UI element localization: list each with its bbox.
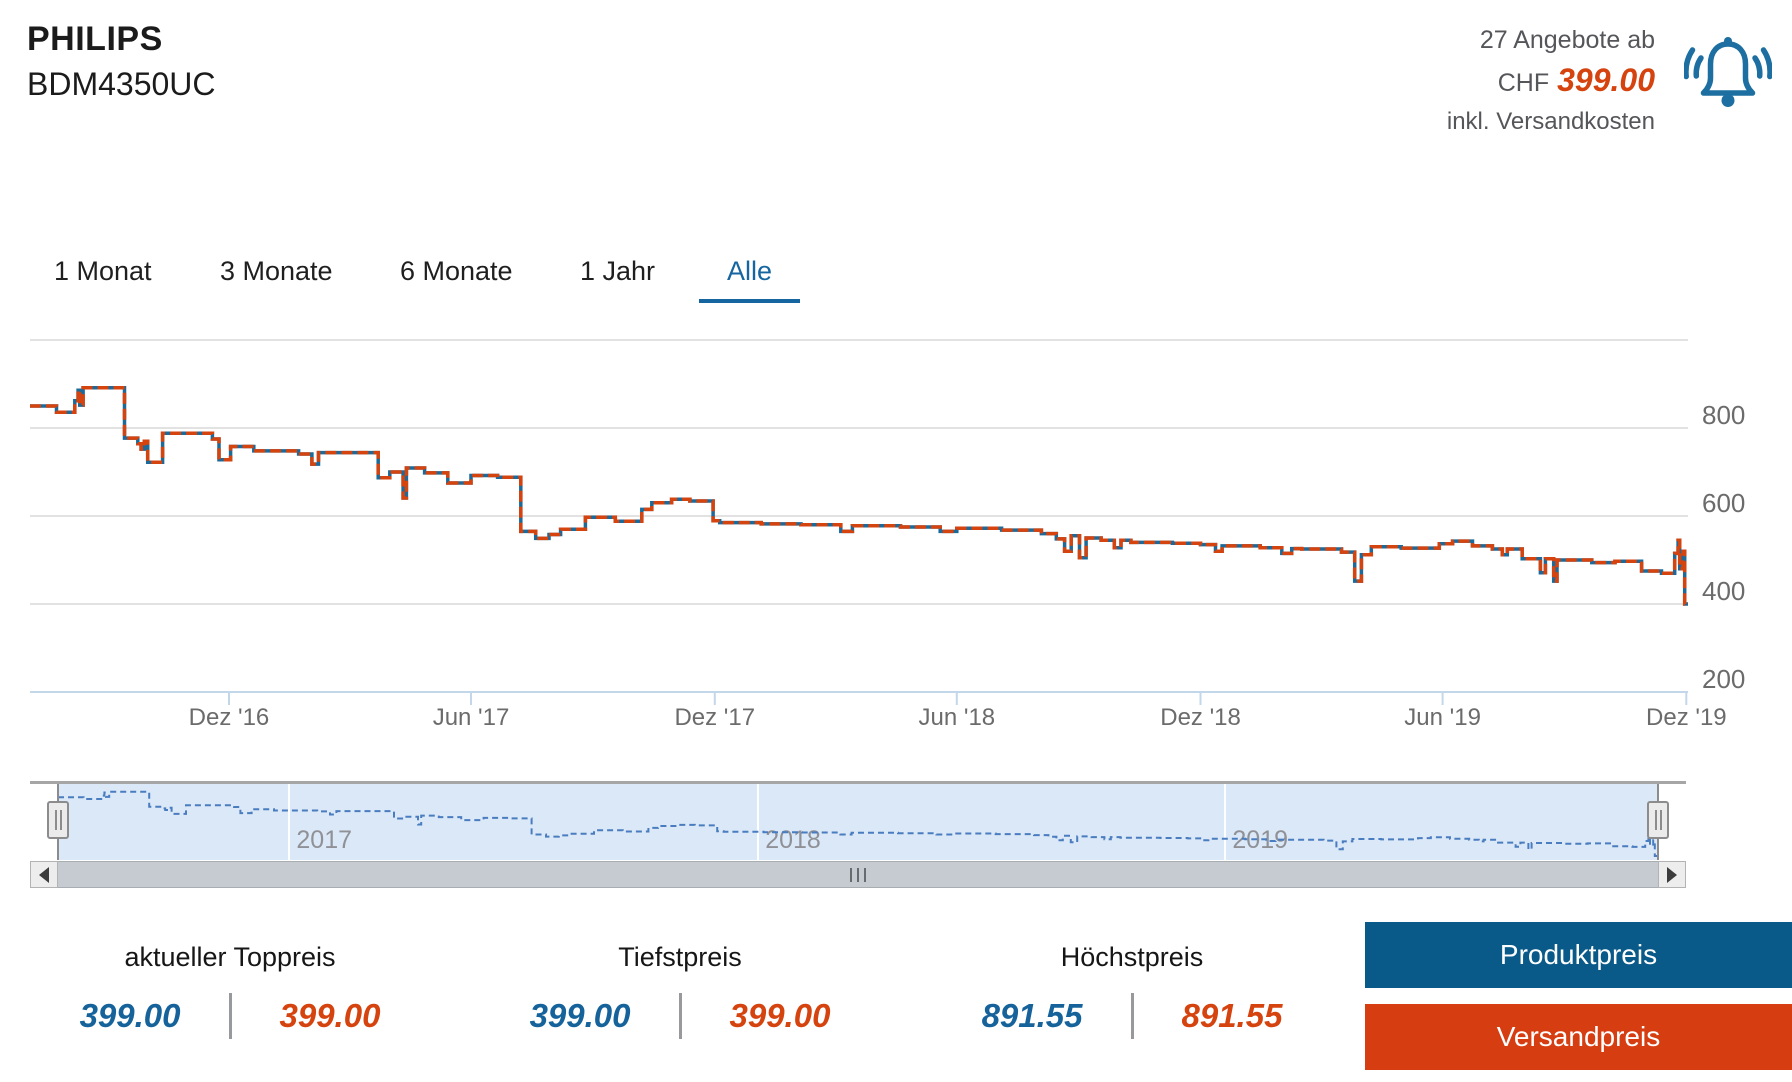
price-alert-bell-icon[interactable] [1684, 32, 1772, 112]
grip-lines-icon [850, 867, 852, 882]
currency-label: CHF [1497, 69, 1550, 97]
x-axis-label: Jun '17 [432, 704, 510, 731]
price-history-chart[interactable] [30, 296, 1688, 708]
product-price-button[interactable]: Produktpreis [1365, 922, 1792, 988]
tab-1-jahr[interactable]: 1 Jahr [580, 256, 656, 286]
stat-lowest-price: Tiefstpreis 399.00 399.00 [450, 942, 910, 1039]
navigator-right-handle[interactable] [1647, 801, 1669, 839]
x-axis-label: Dez '19 [1646, 704, 1727, 731]
navigator-year-label: 2017 [296, 826, 353, 854]
shipping-price-value: 891.55 [1181, 997, 1283, 1034]
y-axis-label: 400 [1702, 576, 1746, 606]
x-axis-label: Dez '16 [188, 704, 270, 731]
navigator-year-label: 2018 [765, 826, 821, 854]
stat-label: Höchstpreis [1060, 942, 1204, 972]
x-axis-label: Jun '19 [1404, 704, 1481, 731]
navigator-left-handle[interactable] [47, 801, 69, 839]
navigator-selected-range[interactable]: 2017 2018 2019 [58, 784, 1658, 860]
value-divider [1130, 993, 1134, 1039]
arrow-right-icon [1667, 866, 1677, 883]
best-price-line: CHF 399.00 [1447, 58, 1655, 105]
stat-label: Tiefstpreis [618, 942, 742, 972]
series-versandpreis [30, 385, 1688, 606]
x-axis-label: Dez '17 [674, 704, 756, 731]
y-axis-label: 200 [1702, 664, 1746, 694]
navigator-year-gridline [1224, 784, 1227, 860]
y-axis-label: 600 [1702, 488, 1746, 518]
shipping-price-value: 399.00 [729, 997, 831, 1034]
offer-count: 27 Angebote ab [1479, 26, 1655, 54]
scrollbar-left-button[interactable] [30, 861, 58, 888]
navigator-chart [58, 790, 1658, 857]
value-divider [678, 993, 682, 1039]
tab-3-monate[interactable]: 3 Monate [220, 256, 333, 286]
stat-highest-price: Höchstpreis 891.55 891.55 [902, 942, 1362, 1039]
price-note: inkl. Versandkosten [1446, 108, 1655, 135]
tab-1-monat[interactable]: 1 Monat [54, 256, 152, 286]
stat-current-top-price: aktueller Toppreis 399.00 399.00 [0, 942, 460, 1039]
best-price-value: 399.00 [1557, 62, 1655, 98]
navigator-top-border [30, 781, 1686, 784]
product-model: BDM4350UC [27, 66, 216, 102]
series-produktpreis [30, 385, 1688, 606]
x-axis-label: Dez '18 [1160, 704, 1241, 731]
y-axis-label: 800 [1702, 400, 1746, 430]
arrow-left-icon [39, 866, 49, 883]
product-price-value: 399.00 [529, 997, 631, 1034]
product-price-value: 399.00 [79, 997, 181, 1034]
x-axis-label: Jun '18 [918, 704, 996, 731]
tab-6-monate[interactable]: 6 Monate [400, 256, 513, 286]
navigator-series [58, 790, 1658, 857]
scrollbar-thumb[interactable] [58, 861, 1658, 888]
navigator-year-gridline [757, 784, 760, 860]
offer-summary: 27 Angebote ab CHF 399.00 inkl. Versandko… [1447, 22, 1655, 139]
product-brand: PHILIPS [27, 20, 163, 58]
shipping-price-button[interactable]: Versandpreis [1365, 1004, 1792, 1070]
navigator-year-gridline [288, 784, 291, 860]
value-divider [228, 993, 232, 1039]
stat-label: aktueller Toppreis [124, 942, 336, 972]
tab-alle[interactable]: Alle [699, 256, 801, 303]
product-price-value: 891.55 [981, 997, 1083, 1034]
scrollbar-right-button[interactable] [1658, 861, 1686, 888]
shipping-price-value: 399.00 [279, 997, 381, 1034]
